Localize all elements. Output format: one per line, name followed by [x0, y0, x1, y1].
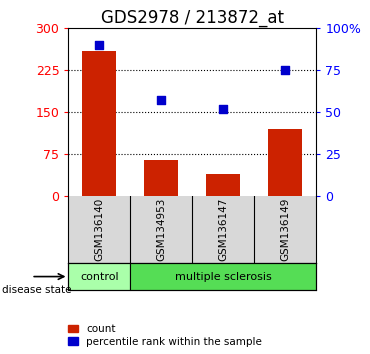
Text: GSM136140: GSM136140: [94, 198, 104, 261]
Bar: [83, 51, 117, 196]
Bar: [268, 129, 302, 196]
Text: disease state: disease state: [2, 285, 71, 295]
Text: multiple sclerosis: multiple sclerosis: [175, 272, 272, 281]
Title: GDS2978 / 213872_at: GDS2978 / 213872_at: [101, 9, 284, 27]
Point: [97, 42, 102, 48]
Point: [158, 97, 164, 103]
Point: [221, 106, 226, 112]
Text: control: control: [80, 272, 119, 281]
Bar: [144, 160, 178, 196]
Text: GSM136149: GSM136149: [280, 198, 290, 261]
Bar: [131, 263, 316, 290]
Bar: [68, 263, 131, 290]
Text: GSM136147: GSM136147: [218, 198, 228, 261]
Point: [282, 67, 288, 73]
Legend: count, percentile rank within the sample: count, percentile rank within the sample: [66, 322, 264, 349]
Bar: [206, 173, 240, 196]
Text: GSM134953: GSM134953: [157, 198, 166, 261]
